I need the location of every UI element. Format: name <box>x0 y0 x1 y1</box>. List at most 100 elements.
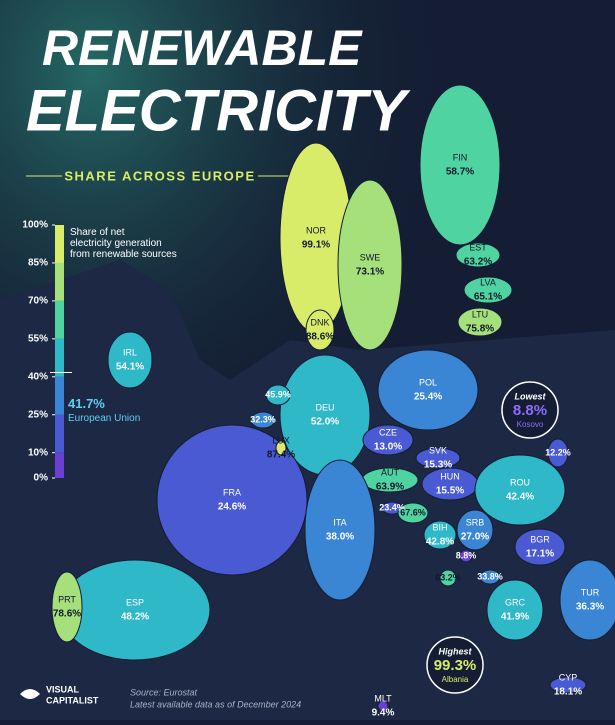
legend-band <box>55 452 64 478</box>
country <box>455 242 501 268</box>
country-code: HUN <box>440 471 460 481</box>
country <box>474 454 566 526</box>
country <box>479 569 501 585</box>
country-code: NOR <box>306 225 327 235</box>
country <box>362 424 414 456</box>
country-value: 12.2% <box>545 447 571 457</box>
country-value: 41.9% <box>501 612 529 623</box>
country <box>265 384 291 406</box>
title: RENEWABLE <box>42 20 363 76</box>
country <box>156 424 308 576</box>
country-value: 99.1% <box>302 240 330 251</box>
country-code: LTU <box>472 309 488 319</box>
country-value: 8.8% <box>456 550 477 560</box>
legend-tick-label: 10% <box>28 447 48 458</box>
legend-tick-label: 25% <box>28 409 48 420</box>
country <box>250 411 276 429</box>
country <box>423 520 457 550</box>
country-code: PRT <box>58 594 76 604</box>
legend-tick-label: 40% <box>28 371 48 382</box>
country-code: SRB <box>466 517 485 527</box>
logo: VISUAL <box>46 684 80 694</box>
country-code: MLT <box>374 693 392 703</box>
legend-band <box>55 300 64 339</box>
country-code: AUT <box>381 467 400 477</box>
country <box>415 447 461 469</box>
country-value: 24.6% <box>218 502 246 513</box>
country <box>486 579 544 641</box>
country-value: 78.6% <box>53 609 81 620</box>
country-value: 63.2% <box>435 572 461 582</box>
country-value: 45.9% <box>265 389 291 399</box>
country-code: SVK <box>429 445 447 455</box>
country-value: 23.4% <box>379 502 405 512</box>
country-value: 54.1% <box>116 362 144 373</box>
legend-band <box>55 225 64 263</box>
country <box>459 549 473 563</box>
country-value: 52.0% <box>311 417 339 428</box>
country-code: POL <box>419 377 437 387</box>
callout-bubble <box>501 381 559 439</box>
country-code: SWE <box>360 252 381 262</box>
country <box>439 569 457 587</box>
country-code: ROU <box>510 477 530 487</box>
country-value: 58.7% <box>446 167 474 178</box>
country <box>275 440 287 456</box>
legend-caption: Share of net electricity generation from r… <box>70 227 177 260</box>
country <box>547 438 569 468</box>
country-value: 63.9% <box>376 482 404 493</box>
country-code: EST <box>469 242 487 252</box>
legend-tick-label: 55% <box>28 333 48 344</box>
note: Latest available data as of December 202… <box>130 699 301 709</box>
country-value: 32.3% <box>250 414 276 424</box>
country <box>456 509 494 551</box>
country-value: 13.0% <box>374 442 402 453</box>
countries <box>51 84 615 712</box>
callout-value: 8.8% <box>513 402 547 419</box>
eu-name: European Union <box>68 413 140 424</box>
legend: 0% 10% 25% 40% 55% 70% 85% 100% Share of net elec… <box>22 220 176 484</box>
country-code: CYP <box>559 672 578 682</box>
country-value: 25.4% <box>414 392 442 403</box>
country <box>51 571 83 643</box>
legend-band <box>55 338 64 377</box>
country-value: 33.8% <box>477 571 503 581</box>
country <box>377 700 389 712</box>
country <box>337 179 403 351</box>
logo-icon <box>20 689 40 699</box>
country-code: LVA <box>480 277 496 287</box>
country-value: 9.4% <box>372 708 395 719</box>
country-value: 88.6% <box>306 332 334 343</box>
country <box>549 676 587 694</box>
country-code: ITA <box>333 517 346 527</box>
country <box>59 559 211 661</box>
legend-tick-label: 100% <box>22 220 48 231</box>
callout-value: 99.3% <box>434 657 477 674</box>
country-code: FRA <box>223 487 241 497</box>
country-code: DEU <box>315 402 334 412</box>
country-value: 17.1% <box>526 549 554 560</box>
legend-band <box>55 414 64 453</box>
country-value: 75.8% <box>466 324 494 335</box>
country <box>514 528 566 566</box>
country-code: BGR <box>530 534 550 544</box>
country-value: 27.0% <box>461 532 489 543</box>
country <box>457 307 503 337</box>
country-code: DNK <box>310 317 329 327</box>
legend-tick-label: 70% <box>28 296 48 307</box>
country-code: FIN <box>453 152 468 162</box>
country-value: 42.8% <box>426 537 454 548</box>
country <box>463 276 513 304</box>
country-value: 73.1% <box>356 267 384 278</box>
country <box>559 559 615 641</box>
country-value: 36.3% <box>576 602 604 613</box>
country-value: 15.5% <box>436 486 464 497</box>
callout-name: Kosovo <box>517 420 544 429</box>
country-value: 63.2% <box>464 257 492 268</box>
country-code: LUX <box>272 435 290 445</box>
country-value: 65.1% <box>474 292 502 303</box>
country-value: 42.4% <box>506 492 534 503</box>
title: ELECTRICITY <box>26 78 412 143</box>
